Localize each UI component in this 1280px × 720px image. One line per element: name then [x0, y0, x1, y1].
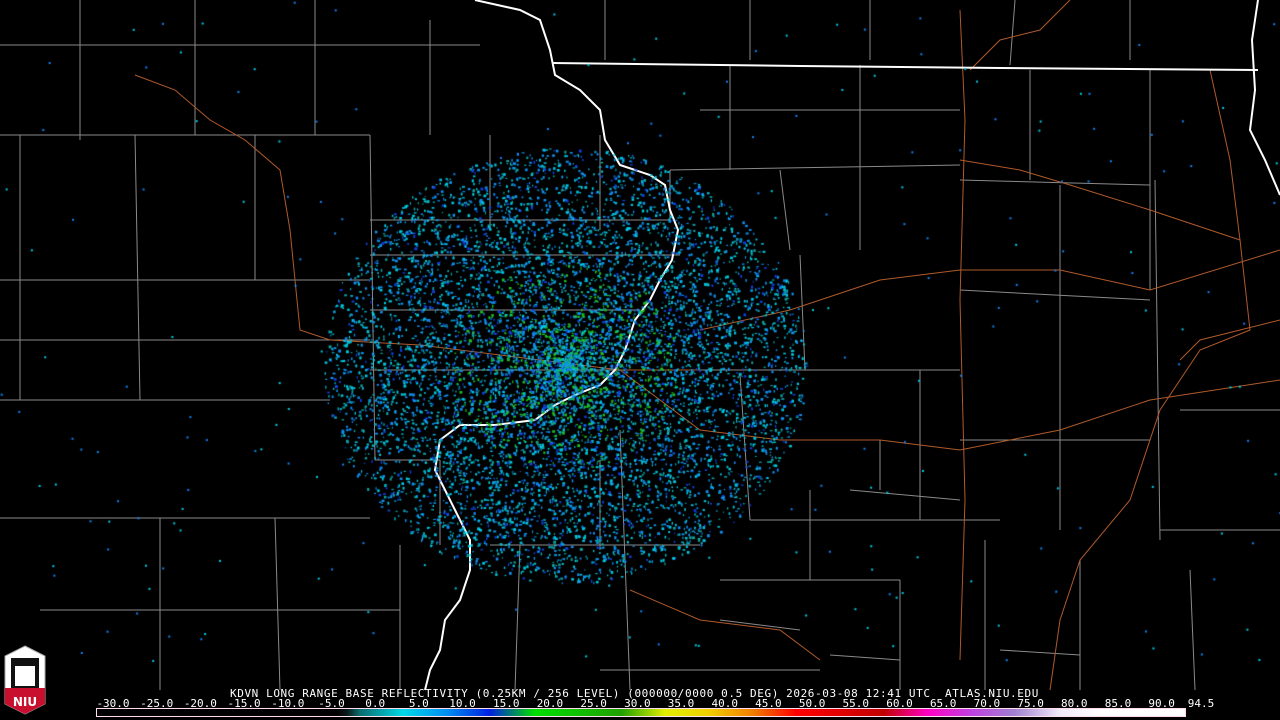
colorbar-tick-label: 65.0 [929, 697, 957, 710]
colorbar-tick-label: 20.0 [536, 697, 564, 710]
reflectivity-echoes [0, 0, 1280, 690]
colorbar-tick-label: 50.0 [798, 697, 826, 710]
colorbar-tick-label: 70.0 [973, 697, 1001, 710]
colorbar-tick-label: -10.0 [271, 697, 305, 710]
reflectivity-colorbar [96, 708, 1186, 717]
colorbar-tick-label: -15.0 [227, 697, 261, 710]
niu-logo-text: NIU [13, 695, 37, 709]
colorbar-tick-label: -30.0 [96, 697, 130, 710]
colorbar-tick-label: 94.5 [1187, 697, 1215, 710]
colorbar-tick-label: 75.0 [1017, 697, 1044, 710]
colorbar-tick-label: 60.0 [886, 697, 913, 710]
colorbar-tick-label: 15.0 [493, 697, 520, 710]
colorbar-tick-label: -20.0 [183, 697, 217, 710]
colorbar-tick-label: 45.0 [755, 697, 782, 710]
colorbar-tick-label: 35.0 [667, 697, 695, 710]
colorbar-tick-label: 0.0 [365, 697, 386, 710]
colorbar-tick-label: 25.0 [580, 697, 607, 710]
colorbar-tick-label: 90.0 [1148, 697, 1175, 710]
colorbar-tick-label: 40.0 [711, 697, 738, 710]
colorbar-tick-label: 5.0 [408, 697, 429, 710]
colorbar-tick-label: -25.0 [140, 697, 174, 710]
product-title: KDVN LONG RANGE BASE REFLECTIVITY (0.25K… [230, 687, 1039, 700]
colorbar-tick-label: 85.0 [1104, 697, 1132, 710]
niu-logo: NIU [4, 645, 46, 715]
colorbar-tick-label: 30.0 [624, 697, 651, 710]
colorbar-tick-label: 80.0 [1061, 697, 1088, 710]
colorbar-tick-label: 55.0 [842, 697, 870, 710]
colorbar-tick-label: 10.0 [449, 697, 476, 710]
colorbar-tick-label: -5.0 [318, 697, 345, 710]
colorbar-tick-labels: -30.0 -25.0 -20.0 -15.0 -10.0 -5.0 0.0 5.0 10.0 1… [96, 697, 1214, 710]
